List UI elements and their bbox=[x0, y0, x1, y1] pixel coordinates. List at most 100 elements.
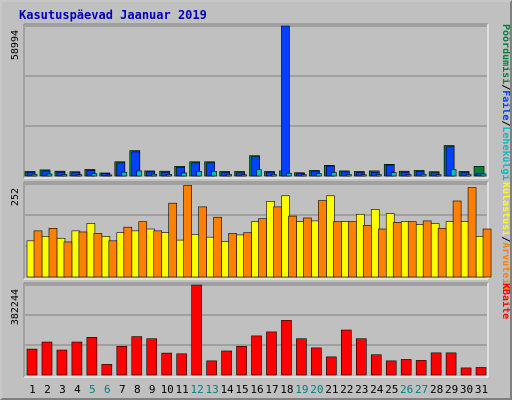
middle-bar-arvuteid bbox=[93, 233, 103, 278]
top-bar-lehek-lgi bbox=[256, 169, 262, 177]
middle-legend: Külastusi/Arvuteid bbox=[500, 182, 510, 290]
x-tick-day-26: 26 bbox=[400, 383, 413, 396]
legend-entry: KBaite bbox=[500, 283, 510, 319]
bottom-bar-kbaite bbox=[415, 360, 427, 376]
bottom-bar-kbaite bbox=[221, 350, 232, 376]
top-bar-lehek-lgi bbox=[61, 174, 68, 177]
top-bar-lehek-lgi bbox=[271, 174, 277, 177]
bottom-bar-kbaite bbox=[176, 353, 187, 376]
top-bar-faile bbox=[206, 162, 215, 177]
bottom-bar-kbaite bbox=[86, 337, 98, 376]
middle-bar-arvuteid bbox=[33, 230, 43, 278]
top-bar-lehek-lgi bbox=[76, 174, 83, 177]
x-tick-day-19: 19 bbox=[295, 383, 308, 396]
bottom-bar-kbaite bbox=[131, 336, 143, 376]
top-bar-lehek-lgi bbox=[31, 173, 38, 177]
top-bar-faile bbox=[266, 171, 275, 177]
top-bar-faile bbox=[191, 162, 200, 177]
bottom-bar-kbaite bbox=[400, 359, 412, 376]
bottom-bar-kbaite bbox=[206, 360, 217, 376]
top-bar-faile bbox=[355, 172, 365, 177]
bottom-tick-label: 382244 bbox=[10, 289, 21, 325]
middle-bar-arvuteid bbox=[183, 185, 192, 278]
top-bar-faile bbox=[131, 151, 141, 177]
top-bar-lehek-lgi bbox=[166, 174, 173, 177]
top-bar-lehek-lgi bbox=[301, 174, 307, 177]
legend-entry: Arvuteid bbox=[500, 242, 510, 290]
x-tick-day-21: 21 bbox=[325, 383, 338, 396]
x-tick-day-1: 1 bbox=[29, 383, 36, 396]
bottom-bar-kbaite bbox=[191, 284, 202, 376]
top-bar-lehek-lgi bbox=[331, 172, 337, 177]
x-tick-day-31: 31 bbox=[475, 383, 488, 396]
middle-bar-arvuteid bbox=[392, 222, 402, 278]
middle-bar-arvuteid bbox=[63, 241, 73, 278]
middle-tick-label: 252 bbox=[10, 188, 21, 206]
top-bar-lehek-lgi bbox=[390, 172, 397, 177]
bottom-bar-kbaite bbox=[266, 331, 277, 376]
legend-entry: Faile bbox=[500, 90, 510, 120]
x-tick-day-25: 25 bbox=[385, 383, 398, 396]
middle-bar-arvuteid bbox=[288, 215, 297, 278]
top-bar-lehek-lgi bbox=[286, 172, 292, 177]
bottom-bar-kbaite bbox=[296, 338, 307, 376]
top-panel-bg bbox=[24, 24, 488, 178]
middle-bar-arvuteid bbox=[452, 200, 462, 278]
legend-entry: / bbox=[500, 120, 510, 126]
top-bar-lehek-lgi bbox=[360, 174, 367, 177]
top-bar-faile bbox=[161, 171, 171, 177]
top-bar-lehek-lgi bbox=[465, 174, 472, 177]
top-bar-lehek-lgi bbox=[420, 173, 427, 177]
top-bar-faile bbox=[326, 165, 335, 177]
top-bar-faile bbox=[86, 170, 96, 177]
top-bar-lehek-lgi bbox=[450, 169, 457, 177]
middle-bar-arvuteid bbox=[198, 206, 207, 278]
middle-bar-arvuteid bbox=[153, 230, 163, 278]
bottom-bar-kbaite bbox=[236, 345, 247, 376]
x-tick-day-27: 27 bbox=[415, 383, 428, 396]
x-tick-day-12: 12 bbox=[191, 383, 204, 396]
legend-entry: Külastusi bbox=[500, 182, 510, 236]
top-bar-faile bbox=[430, 172, 440, 177]
middle-bar-arvuteid bbox=[273, 206, 282, 278]
top-bar-lehek-lgi bbox=[346, 174, 352, 177]
top-bar-lehek-lgi bbox=[151, 173, 158, 177]
legend-entry: Pöördumisi bbox=[500, 24, 510, 84]
middle-bar-arvuteid bbox=[258, 218, 267, 278]
bottom-bar-kbaite bbox=[251, 335, 262, 376]
middle-bar-arvuteid bbox=[407, 221, 417, 278]
middle-bar-arvuteid bbox=[422, 220, 432, 278]
top-bar-lehek-lgi bbox=[405, 174, 412, 177]
bottom-bar-kbaite bbox=[475, 367, 487, 376]
top-bar-lehek-lgi bbox=[316, 173, 322, 177]
x-tick-day-23: 23 bbox=[355, 383, 368, 396]
bottom-bar-kbaite bbox=[370, 354, 382, 376]
top-bar-faile bbox=[56, 171, 66, 177]
x-tick-day-14: 14 bbox=[220, 383, 234, 396]
top-bar-lehek-lgi bbox=[226, 174, 232, 177]
middle-bar-arvuteid bbox=[228, 233, 237, 278]
bottom-bar-kbaite bbox=[56, 349, 68, 376]
top-bar-faile bbox=[385, 164, 395, 177]
bottom-bar-kbaite bbox=[146, 338, 158, 376]
top-bar-lehek-lgi bbox=[121, 171, 128, 177]
bottom-bar-kbaite bbox=[161, 352, 173, 376]
middle-bar-arvuteid bbox=[303, 217, 312, 278]
x-tick-day-4: 4 bbox=[74, 383, 81, 396]
middle-bar-arvuteid bbox=[482, 228, 492, 278]
top-bar-faile bbox=[251, 156, 260, 177]
legend-entry: / bbox=[500, 236, 510, 242]
top-bar-lehek-lgi bbox=[435, 174, 442, 177]
bottom-bar-kbaite bbox=[101, 364, 113, 376]
bottom-bar-kbaite bbox=[430, 352, 442, 376]
bottom-bar-kbaite bbox=[445, 352, 457, 376]
x-tick-day-9: 9 bbox=[149, 383, 156, 396]
top-bar-lehek-lgi bbox=[46, 173, 53, 177]
middle-bar-arvuteid bbox=[333, 221, 342, 278]
bottom-legend: KBaite bbox=[500, 283, 510, 319]
top-bar-lehek-lgi bbox=[181, 172, 187, 177]
x-tick-day-15: 15 bbox=[235, 383, 248, 396]
bottom-bar-kbaite bbox=[460, 367, 472, 376]
top-bar-lehek-lgi bbox=[375, 174, 382, 177]
